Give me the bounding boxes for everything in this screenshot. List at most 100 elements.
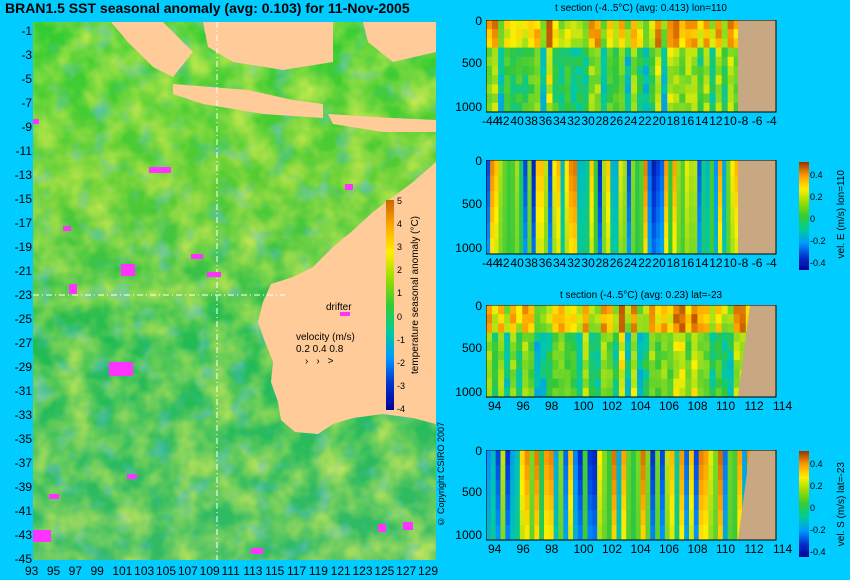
section-x-tick-label: 98 — [545, 542, 559, 556]
vel-e-colorbar — [799, 162, 809, 270]
map-y-tick-label: -11 — [15, 144, 32, 158]
section-y-tick-label: 1000 — [455, 241, 482, 256]
velocity-colorbar-tick-label: -0.4 — [810, 258, 826, 268]
section-y-tick-label: 0 — [475, 444, 482, 458]
map-y-tick-label: -7 — [21, 96, 32, 110]
section-x-tick-label: 14 — [695, 114, 709, 128]
section-x-tick-label: 34 — [553, 256, 567, 270]
velocity-colorbar-tick-label: 0.4 — [810, 459, 823, 469]
map-x-tick-label: 127 — [396, 564, 417, 578]
velocity-legend-arrows: ››> — [305, 356, 342, 367]
map-x-tick-label: 129 — [418, 564, 439, 578]
map-y-tick-label: -13 — [14, 168, 32, 182]
vel-s-colorbar — [799, 451, 809, 557]
section-x-tick-label: 26 — [609, 114, 624, 128]
section-x-tick-label: 14 — [695, 256, 709, 270]
map-y-tick-label: -9 — [21, 120, 32, 134]
section-frame — [486, 305, 777, 398]
section-x-tick-label: 12 — [709, 256, 723, 270]
land-sumatra — [111, 22, 193, 77]
section-x-tick-label: 30 — [581, 256, 595, 270]
section-y-tick-label: 0 — [475, 14, 482, 28]
section-x-tick-label: 96 — [516, 399, 530, 413]
section-x-tick-label: 106 — [659, 542, 680, 556]
land-nusa-tenggara — [328, 114, 436, 132]
velocity-colorbar-tick-label: -0.2 — [810, 525, 826, 535]
section-land — [738, 450, 776, 540]
section-frame — [486, 160, 777, 255]
section-x-tick-label: 114 — [773, 542, 793, 556]
map-x-tick-label: 105 — [156, 564, 177, 578]
section-x-tick-label: 28 — [595, 256, 609, 270]
map-colorbar-tick-label: 3 — [397, 242, 403, 253]
section-x-tick-label: 20 — [652, 256, 666, 270]
map-y-tick-label: -5 — [21, 72, 32, 86]
map-y-tick-label: -1 — [21, 24, 32, 38]
map-y-tick-label: -19 — [14, 240, 32, 254]
section-heatmap-cells — [486, 450, 777, 541]
section-svg — [486, 450, 777, 541]
map-y-tick-label: -43 — [14, 528, 32, 542]
section-frame — [486, 450, 777, 541]
map-y-ticks: -1 -3 -5 -7 -9 -11 -13 -15 -17 -19 -21 -23 -25 -27 -29… — [0, 22, 32, 566]
map-x-tick-label: 95 — [46, 564, 61, 578]
map-y-tick-label: -37 — [14, 456, 32, 470]
section-heatmap-cells — [486, 160, 777, 255]
t-section-lon-title: t section (-4..5°C) (avg: 0.413) lon=110 — [555, 3, 727, 14]
section-x-tick-label: 94 — [488, 542, 502, 556]
map-colorbar — [386, 200, 394, 410]
velocity-colorbar-tick-label: -0.4 — [810, 547, 826, 557]
section-x-tick-label: 100 — [573, 542, 594, 556]
velocity-colorbar-tick-label: 0 — [810, 214, 816, 224]
map-x-tick-label: 125 — [374, 564, 395, 578]
section-x-tick-label: -44 — [482, 114, 500, 128]
map-x-tick-label: 119 — [308, 564, 328, 578]
section-x-tick-label: 104 — [630, 399, 651, 413]
velocity-legend-values: 0.2 0.4 0.8 — [296, 344, 344, 355]
section-x-tick-label: 96 — [516, 542, 530, 556]
map-y-tick-label: -39 — [14, 480, 32, 494]
section-x-tick-label: 28 — [595, 114, 609, 128]
map-colorbar-ticks: 5 4 3 2 1 0 -1 -2 -3 -4 — [397, 196, 411, 414]
section-x-tick-label: 24 — [624, 114, 638, 128]
velocity-legend-label: velocity (m/s) — [296, 332, 355, 343]
map-y-tick-label: -25 — [14, 312, 32, 326]
section-x-tick-label: -6 — [751, 256, 763, 270]
section-x-tick-label: 42 — [496, 114, 510, 128]
map-x-tick-label: 93 — [25, 564, 39, 578]
vel-e-colorbar-ticks: 0.4 0.2 0 -0.2 -0.4 — [810, 162, 832, 270]
map-svg — [33, 22, 436, 560]
section-x-tick-label: 16 — [680, 256, 695, 270]
section-heatmap-cells — [486, 305, 777, 398]
section-land — [738, 305, 776, 397]
section-x-tick-label: 106 — [659, 399, 680, 413]
map-y-tick-label: -31 — [14, 384, 32, 398]
drifter-legend-marker — [340, 312, 350, 316]
section-x-tick-label: -6 — [751, 114, 763, 128]
drifter-markers — [33, 119, 413, 554]
section-x-tick-label: -44 — [482, 256, 500, 270]
section-y-tick-label: 500 — [461, 197, 482, 212]
section-x-tick-label: 94 — [488, 399, 502, 413]
t-section-lat-plot: 0 500 1000 94 96 98 100 102 104 106 108 110 112 114 — [455, 299, 796, 415]
section-y-tick-label: 1000 — [455, 99, 482, 114]
section-x-tick-label: 10 — [723, 256, 737, 270]
map-y-tick-label: -41 — [14, 504, 32, 518]
section-y-tick-label: 1000 — [455, 527, 482, 542]
land-borneo — [203, 22, 333, 70]
section-x-tick-label: 12 — [709, 114, 723, 128]
map-y-tick-label: -23 — [14, 288, 32, 302]
section-x-tick-label: 38 — [524, 256, 538, 270]
map-x-tick-label: 111 — [221, 564, 240, 578]
map-x-tick-label: 99 — [90, 564, 104, 578]
vel-s-section-plot: 0 500 1000 94 96 98 100 102 104 106 108 110 112 114 — [455, 444, 796, 558]
map-x-tick-label: 121 — [330, 564, 351, 578]
section-x-tick-label: 110 — [716, 542, 736, 556]
section-x-tick-label: 42 — [496, 256, 510, 270]
map-x-tick-label: 103 — [134, 564, 155, 578]
section-land — [738, 20, 776, 112]
section-x-tick-label: 112 — [744, 399, 764, 413]
map-x-tick-label: 109 — [199, 564, 220, 578]
section-x-tick-label: 40 — [510, 256, 524, 270]
velocity-colorbar-tick-label: 0 — [810, 503, 816, 513]
